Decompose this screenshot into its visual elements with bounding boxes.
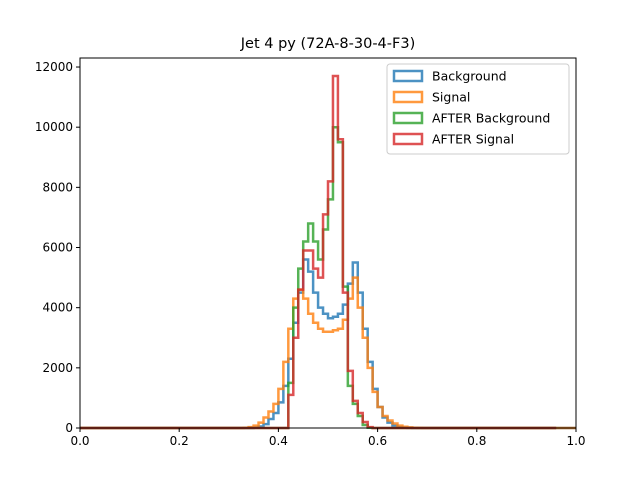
legend-label: Signal [432, 90, 470, 105]
y-axis: 0 2000 4000 6000 8000 10000 12000 [35, 60, 80, 435]
y-tick-label: 12000 [35, 60, 73, 74]
y-tick-label: 4000 [42, 301, 73, 315]
legend-label: AFTER Background [432, 111, 550, 126]
x-tick-label: 0.6 [368, 434, 387, 448]
legend-box [386, 63, 570, 155]
x-tick-label: 0.4 [269, 434, 288, 448]
x-tick-label: 0.0 [70, 434, 89, 448]
legend-swatch [392, 111, 424, 125]
y-tick-label: 8000 [42, 180, 73, 194]
legend-label: AFTER Signal [432, 132, 514, 147]
legend-swatch [392, 132, 424, 146]
y-tick-label: 2000 [42, 361, 73, 375]
x-tick-label: 0.8 [467, 434, 486, 448]
legend-swatch [392, 69, 424, 83]
legend-label: Background [432, 69, 507, 84]
x-axis: 0.0 0.2 0.4 0.6 0.8 1.0 [70, 428, 586, 448]
chart-title: Jet 4 py (72A-8-30-4-F3) [240, 36, 415, 52]
legend-swatch [392, 90, 424, 104]
y-tick-label: 10000 [35, 120, 73, 134]
y-tick-label: 0 [65, 421, 73, 435]
plot-frame [79, 57, 577, 429]
x-tick-label: 1.0 [566, 434, 585, 448]
legend: Background Signal AFTER Background AFTER Si… [386, 63, 570, 155]
x-tick-label: 0.2 [170, 434, 189, 448]
y-tick-label: 6000 [42, 241, 73, 255]
